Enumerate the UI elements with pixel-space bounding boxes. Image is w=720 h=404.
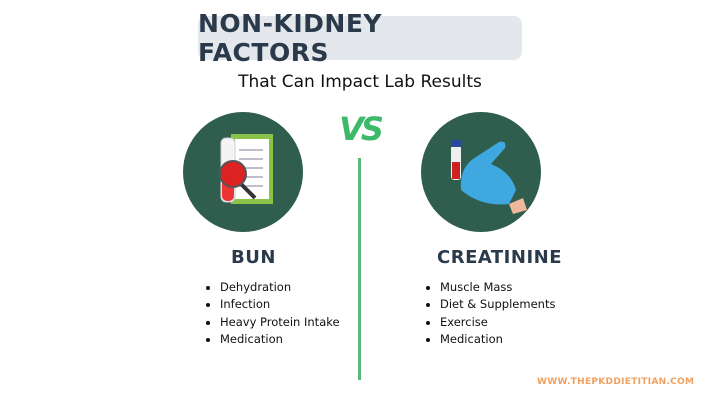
blood-test-clipboard-magnifier-icon: [219, 134, 273, 204]
vs-label: VS: [339, 110, 384, 148]
list-item: Heavy Protein Intake: [220, 314, 340, 331]
bun-factor-list: Dehydration Infection Heavy Protein Inta…: [206, 279, 340, 348]
creatinine-factor-list: Muscle Mass Diet & Supplements Exercise …: [426, 279, 555, 348]
creatinine-heading: CREATININE: [437, 247, 562, 268]
subtitle: That Can Impact Lab Results: [238, 72, 482, 92]
list-item: Medication: [220, 331, 340, 348]
bun-icon-circle: [183, 112, 303, 232]
list-item: Dehydration: [220, 279, 340, 296]
title-banner: NON-KIDNEY FACTORS: [198, 9, 522, 67]
divider: [358, 158, 361, 380]
creatinine-icon-circle: [421, 112, 541, 232]
list-item: Medication: [440, 331, 555, 348]
list-item: Infection: [220, 296, 340, 313]
list-item: Muscle Mass: [440, 279, 555, 296]
bun-heading: BUN: [231, 247, 276, 268]
list-item: Diet & Supplements: [440, 296, 555, 313]
website-link[interactable]: WWW.THEPKDDIETITIAN.COM: [537, 377, 695, 387]
list-item: Exercise: [440, 314, 555, 331]
gloved-hand-holding-test-tube-icon: [451, 140, 527, 214]
